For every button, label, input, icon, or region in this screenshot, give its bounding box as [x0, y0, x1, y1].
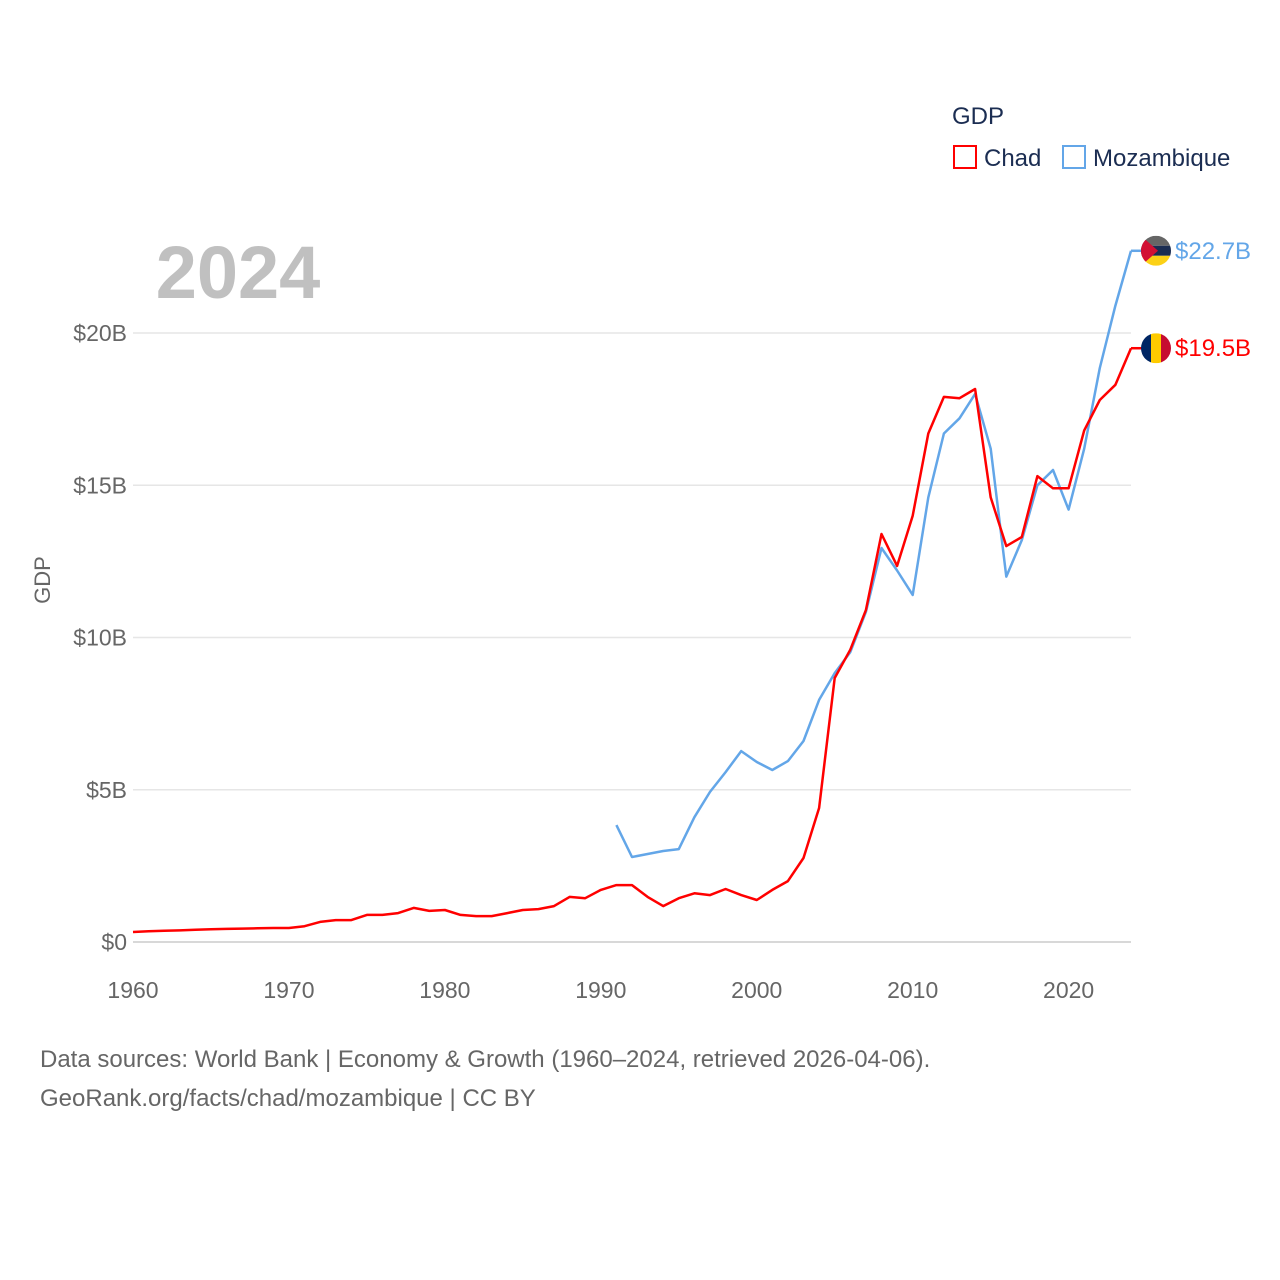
year-label: 2024 [156, 231, 321, 314]
legend: GDP Chad Mozambique [952, 103, 1230, 172]
y-axis-title: GDP [30, 556, 55, 604]
y-tick-label: $10B [73, 625, 127, 651]
series-line-mozambique[interactable] [615, 250, 1133, 859]
legend-label-mozambique[interactable]: Mozambique [1093, 145, 1230, 172]
legend-label-chad[interactable]: Chad [984, 145, 1041, 172]
x-tick-label: 2000 [731, 977, 782, 1003]
x-tick-label: 2020 [1043, 977, 1094, 1003]
series-end-value-mozambique: $22.7B [1175, 238, 1251, 265]
y-tick-label: $0 [101, 929, 127, 955]
x-tick-label: 1970 [263, 977, 314, 1003]
x-tick-label: 2010 [887, 977, 938, 1003]
series-line-chad[interactable] [132, 347, 1133, 934]
y-tick-label: $20B [73, 320, 127, 346]
y-tick-label: $15B [73, 472, 127, 498]
mozambique-flag-icon [1141, 235, 1171, 266]
series-end-value-chad: $19.5B [1175, 335, 1251, 362]
legend-swatch-chad[interactable] [953, 145, 977, 169]
data-source-text: Data sources: World Bank | Economy & Gro… [40, 1046, 931, 1073]
y-tick-label: $5B [86, 777, 127, 803]
attribution-text: GeoRank.org/facts/chad/mozambique | CC B… [40, 1085, 536, 1112]
x-tick-label: 1980 [419, 977, 470, 1003]
legend-swatch-mozambique[interactable] [1062, 145, 1086, 169]
chad-flag-icon [1141, 333, 1171, 364]
legend-title: GDP [952, 103, 1004, 130]
x-tick-label: 1960 [107, 977, 158, 1003]
x-tick-label: 1990 [575, 977, 626, 1003]
